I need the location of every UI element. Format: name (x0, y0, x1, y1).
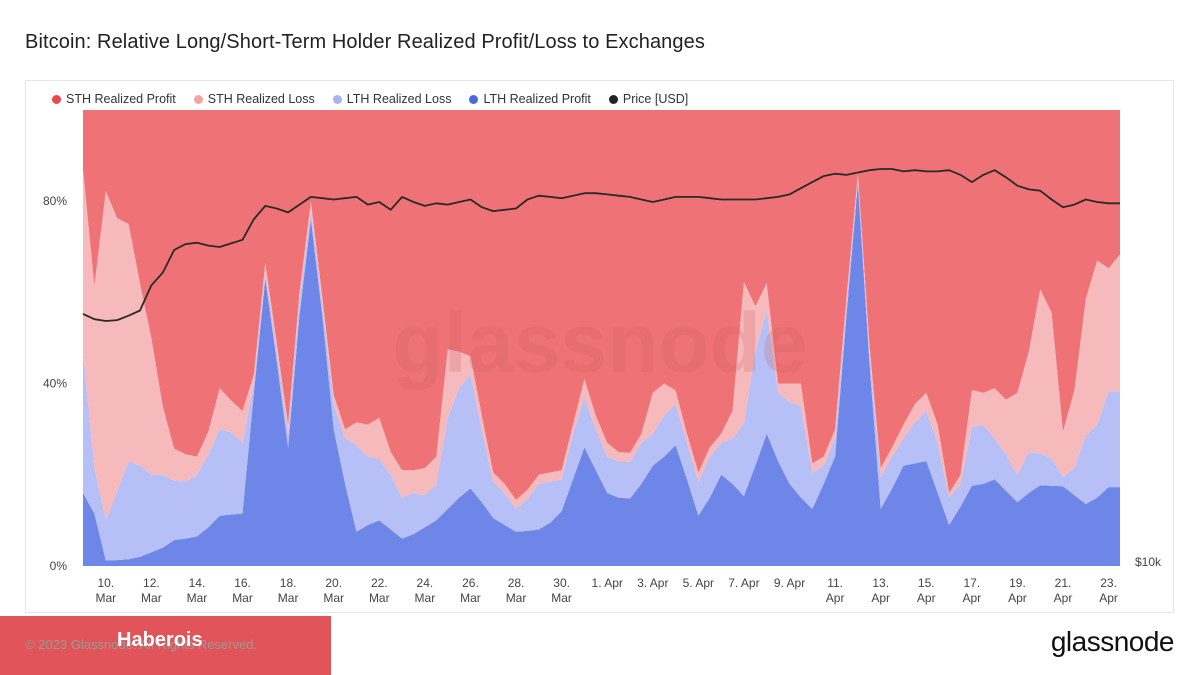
glassnode-logo: glassnode (1050, 626, 1175, 657)
chart-legend: STH Realized Profit STH Realized Loss LT… (52, 90, 688, 108)
legend-swatch (332, 94, 342, 104)
x-tick-label: 23. (1100, 576, 1117, 590)
x-tick-label-month: Mar (95, 591, 116, 605)
legend-item-price[interactable]: Price [USD] (608, 92, 689, 106)
x-tick-label-month: Mar (141, 591, 162, 605)
price-line (82, 168, 1120, 322)
x-tick-label: 26. (462, 576, 479, 590)
legend-swatch (608, 94, 618, 104)
x-tick-label: 1. Apr (592, 576, 623, 590)
area-sth-realized-profit (83, 110, 1120, 500)
x-axis: 10.Mar12.Mar14.Mar16.Mar18.Mar20.Mar22.M… (95, 576, 1117, 605)
legend-label: STH Realized Loss (207, 92, 315, 106)
price-axis: $10k (1135, 555, 1162, 569)
chart-title: Bitcoin: Relative Long/Short-Term Holder… (25, 31, 705, 53)
legend-item-lth-loss[interactable]: LTH Realized Loss (332, 92, 452, 106)
x-tick-label: 17. (964, 576, 981, 590)
legend-item-sth-loss[interactable]: STH Realized Loss (193, 92, 315, 106)
x-tick-label: 13. (872, 576, 889, 590)
x-tick-label: 5. Apr (683, 576, 714, 590)
y-tick-label: 0% (50, 559, 68, 573)
x-tick-label-month: Apr (1008, 591, 1027, 605)
legend-label: STH Realized Profit (66, 92, 176, 106)
x-tick-label-month: Apr (1054, 591, 1073, 605)
x-tick-label: 3. Apr (637, 576, 668, 590)
x-tick-label: 15. (918, 576, 935, 590)
x-tick-label-month: Apr (963, 591, 982, 605)
x-tick-label-month: Mar (551, 591, 572, 605)
x-tick-label: 18. (280, 576, 297, 590)
x-tick-label: 22. (371, 576, 388, 590)
x-tick-label: 11. (827, 576, 843, 590)
x-tick-label: 14. (189, 576, 206, 590)
plot-areas (83, 110, 1120, 566)
x-tick-label: 16. (234, 576, 251, 590)
x-tick-label-month: Apr (826, 591, 845, 605)
x-tick-label-month: Mar (323, 591, 344, 605)
x-tick-label: 12. (143, 576, 160, 590)
x-tick-label: 7. Apr (728, 576, 759, 590)
y-tick-label: 80% (43, 194, 67, 208)
x-tick-label: 28. (508, 576, 525, 590)
x-tick-label-month: Apr (871, 591, 890, 605)
x-tick-label-month: Mar (460, 591, 481, 605)
x-tick-label-month: Apr (1099, 591, 1118, 605)
price-layer (82, 168, 1120, 322)
haberois-badge: Haberois (117, 629, 203, 651)
legend-label: LTH Realized Loss (346, 92, 452, 106)
x-tick-label-month: Mar (278, 591, 299, 605)
x-tick-label-month: Mar (187, 591, 208, 605)
x-tick-label: 10. (97, 576, 114, 590)
y-axis: 0% 40% 80% (43, 194, 67, 573)
x-tick-label-month: Mar (369, 591, 390, 605)
x-tick-label-month: Apr (917, 591, 936, 605)
price-tick-label: $10k (1135, 555, 1162, 569)
footer-badge-bar (0, 616, 331, 675)
legend-item-lth-profit[interactable]: LTH Realized Profit (469, 92, 591, 106)
area-lth-realized-loss (83, 178, 1120, 561)
legend-swatch (469, 94, 479, 104)
x-tick-label-month: Mar (415, 591, 436, 605)
y-tick-label: 40% (43, 377, 67, 391)
x-tick-label-month: Mar (232, 591, 253, 605)
chart-panel (25, 80, 1174, 613)
area-lth-realized-profit (83, 183, 1120, 566)
legend-label: Price [USD] (622, 92, 689, 106)
x-tick-label: 19. (1009, 576, 1026, 590)
watermark-text: glassnode (392, 296, 807, 390)
legend-item-sth-profit[interactable]: STH Realized Profit (52, 92, 176, 106)
legend-swatch (193, 94, 203, 104)
x-tick-label: 21. (1055, 576, 1072, 590)
x-tick-label: 9. Apr (774, 576, 805, 590)
x-tick-label: 20. (325, 576, 342, 590)
legend-swatch (52, 94, 61, 104)
x-tick-label: 30. (553, 576, 570, 590)
copyright-text: © 2023 Glassnode. All Rights Reserved. (25, 637, 258, 652)
legend-label: LTH Realized Profit (483, 92, 591, 106)
x-tick-label-month: Mar (506, 591, 527, 605)
x-tick-label: 24. (417, 576, 434, 590)
